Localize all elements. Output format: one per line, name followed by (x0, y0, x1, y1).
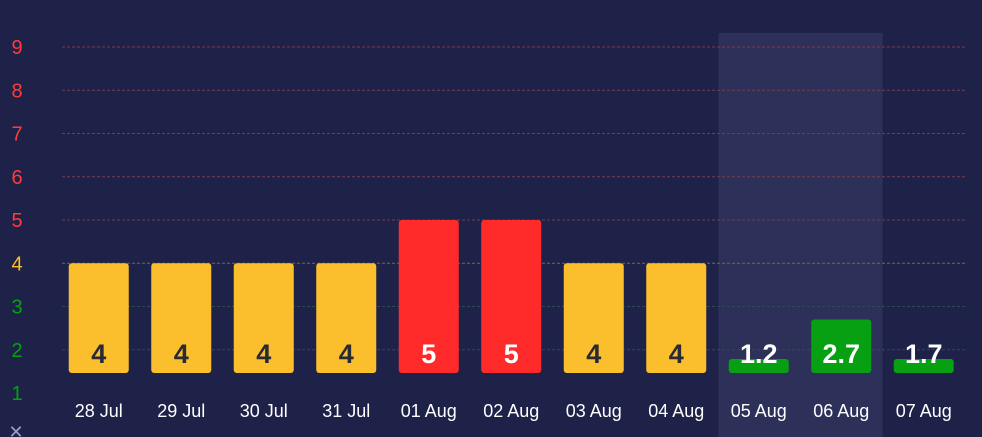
bar[interactable] (646, 263, 707, 373)
x-axis: 28 Jul 29 Jul 30 Jul 31 Jul 01 Aug 02 Aug 03 A… (75, 401, 952, 421)
x-tick-label: 29 Jul (157, 401, 205, 421)
x-tick-label: 06 Aug (813, 401, 869, 421)
bar-value-label: 1.7 (905, 339, 943, 369)
y-tick-label: 6 (11, 167, 22, 189)
close-icon[interactable]: ✕ (8, 422, 23, 437)
bar[interactable] (233, 263, 294, 373)
bars (68, 220, 954, 373)
bar-labels: 4 4 4 4 5 5 4 4 1.2 2.7 1.7 (91, 339, 942, 369)
y-tick-label: 8 (11, 80, 22, 102)
y-tick-label: 3 (11, 297, 22, 319)
y-axis: 1 2 3 4 5 6 7 8 9 (11, 37, 22, 405)
y-tick-label: 7 (11, 124, 22, 146)
y-tick-label: 1 (11, 383, 22, 405)
y-tick-label: 9 (11, 37, 22, 59)
bar[interactable] (481, 220, 542, 373)
bar-value-label: 4 (256, 339, 271, 369)
x-tick-label: 02 Aug (483, 401, 539, 421)
bar[interactable] (728, 359, 789, 373)
bar[interactable] (68, 263, 129, 373)
x-tick-label: 03 Aug (566, 401, 622, 421)
y-tick-label: 2 (11, 340, 22, 362)
x-tick-label: 05 Aug (731, 401, 787, 421)
bar-value-label: 1.2 (740, 339, 778, 369)
y-tick-label: 4 (11, 253, 22, 275)
bar[interactable] (811, 319, 872, 373)
y-tick-label: 5 (11, 210, 22, 232)
bar[interactable] (893, 359, 954, 373)
x-tick-label: 07 Aug (896, 401, 952, 421)
bar-value-label: 2.7 (822, 339, 860, 369)
bar[interactable] (398, 220, 459, 373)
bar-value-label: 4 (339, 339, 354, 369)
bar-value-label: 4 (174, 339, 189, 369)
bar[interactable] (316, 263, 377, 373)
highlight-bands (718, 33, 883, 437)
x-tick-label: 31 Jul (322, 401, 370, 421)
bar-value-label: 4 (669, 339, 684, 369)
x-tick-label: 04 Aug (648, 401, 704, 421)
bar-value-label: 5 (504, 339, 519, 369)
highlight-band (718, 33, 883, 437)
bar-value-label: 4 (586, 339, 601, 369)
bar[interactable] (563, 263, 624, 373)
bar[interactable] (151, 263, 212, 373)
x-tick-label: 01 Aug (401, 401, 457, 421)
bar-value-label: 4 (91, 339, 106, 369)
bar-value-label: 5 (421, 339, 436, 369)
x-tick-label: 28 Jul (75, 401, 123, 421)
x-tick-label: 30 Jul (240, 401, 288, 421)
